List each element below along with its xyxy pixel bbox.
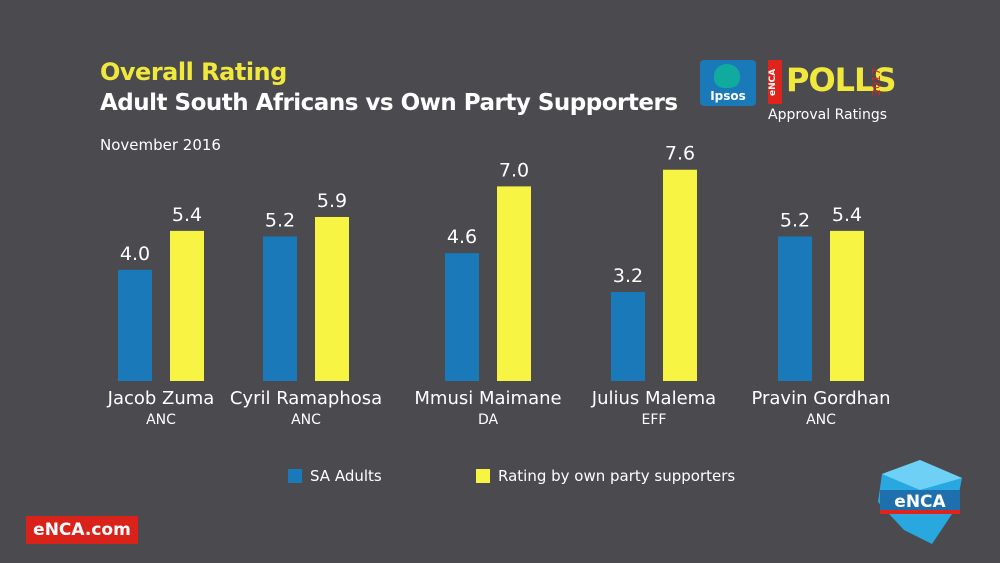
bar-jacob-zuma-series-1 (170, 230, 204, 381)
bar-julius-malema-series-1 (663, 169, 697, 381)
party-label-mmusi-maimane: DA (478, 412, 499, 428)
enca-logo-text: eNCA (894, 492, 946, 512)
bar-pravin-gordhan-series-0 (778, 236, 812, 381)
category-label-jacob-zuma: Jacob Zuma (107, 388, 215, 409)
polls-subtitle: Approval Ratings (768, 107, 887, 123)
bar-cyril-ramaphosa-series-1 (315, 216, 349, 381)
ipsos-head-icon (714, 64, 740, 88)
data-label-mmusi-maimane-series-0: 4.6 (447, 226, 477, 248)
category-label-mmusi-maimane: Mmusi Maimane (414, 388, 561, 409)
legend-label-sa-adults: SA Adults (310, 467, 382, 485)
bar-pravin-gordhan-series-1 (830, 230, 864, 381)
party-label-jacob-zuma: ANC (146, 412, 176, 428)
legend-swatch-own-party (476, 469, 490, 483)
ipsos-logo: Ipsos (700, 60, 756, 106)
polls-word: POLLS (786, 61, 896, 99)
category-label-julius-malema: Julius Malema (591, 388, 716, 409)
data-label-cyril-ramaphosa-series-1: 5.9 (317, 190, 347, 212)
enca-com-logo: eNCA.com (26, 516, 138, 544)
legend-swatch-sa-adults (288, 469, 302, 483)
data-label-mmusi-maimane-series-1: 7.0 (499, 159, 529, 181)
data-label-jacob-zuma-series-1: 5.4 (172, 204, 202, 226)
bar-jacob-zuma-series-0 (118, 269, 152, 381)
legend-label-own-party: Rating by own party supporters (498, 467, 736, 485)
enca-logo: eNCA (878, 460, 962, 544)
chart-subtitle: Adult South Africans vs Own Party Suppor… (100, 90, 678, 116)
data-label-pravin-gordhan-series-0: 5.2 (780, 209, 810, 231)
bar-mmusi-maimane-series-0 (445, 253, 479, 381)
party-label-pravin-gordhan: ANC (806, 412, 836, 428)
ipsos-logo-text: Ipsos (710, 89, 746, 103)
data-label-pravin-gordhan-series-1: 5.4 (832, 204, 862, 226)
date-label: November 2016 (100, 136, 221, 154)
polls-logo: eNCA POLLS 2017 (768, 60, 896, 104)
bar-julius-malema-series-0 (611, 292, 645, 381)
party-label-julius-malema: EFF (642, 412, 667, 428)
chart-title: Overall Rating (100, 58, 287, 86)
bar-mmusi-maimane-series-1 (497, 186, 531, 381)
data-label-cyril-ramaphosa-series-0: 5.2 (265, 209, 295, 231)
data-label-jacob-zuma-series-0: 4.0 (120, 243, 150, 265)
data-label-julius-malema-series-1: 7.6 (665, 143, 695, 165)
data-label-julius-malema-series-0: 3.2 (613, 265, 643, 287)
bar-cyril-ramaphosa-series-0 (263, 236, 297, 381)
category-label-pravin-gordhan: Pravin Gordhan (751, 388, 890, 409)
category-label-cyril-ramaphosa: Cyril Ramaphosa (230, 388, 382, 409)
party-label-cyril-ramaphosa: ANC (291, 412, 321, 428)
